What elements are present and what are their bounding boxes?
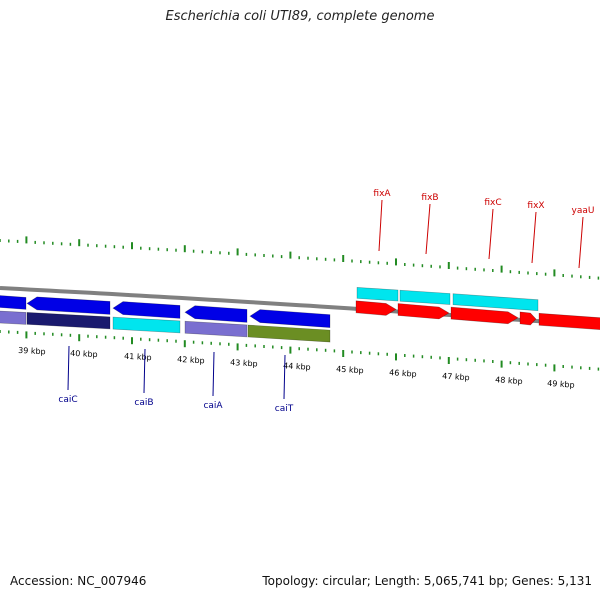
scale-label: 48 kbp (495, 375, 523, 386)
feature-caiC[interactable] (26, 312, 111, 330)
feature-red-2[interactable] (397, 303, 450, 320)
gene-label-fixC[interactable]: fixC (484, 198, 501, 208)
feature-red-3[interactable] (450, 306, 519, 325)
gene-leader-line (212, 351, 215, 397)
gene-leader-line (283, 354, 286, 400)
feature-red-5[interactable] (538, 312, 600, 330)
scale-label: 39 kbp (18, 346, 46, 356)
scale-label: 49 kbp (547, 379, 575, 390)
scale-label: 46 kbp (389, 368, 417, 379)
gene-leader-line (67, 345, 70, 391)
lower-gene-labels: caiC caiB caiA caiT (58, 345, 294, 414)
scale-labels: 39 kbp 40 kbp 41 kbp 42 kbp 43 kbp 44 kbp 45 k… (18, 346, 575, 390)
feature-fixB[interactable] (399, 289, 451, 305)
scale-label: 47 kbp (442, 372, 470, 383)
gene-label-fixX[interactable]: fixX (527, 201, 544, 211)
scale-label: 45 kbp (336, 365, 364, 376)
gene-label-caiA[interactable]: caiA (203, 401, 223, 411)
upper-gene-labels: fixA fixB fixC fixX yaaU (373, 189, 595, 269)
scale-label: 40 kbp (70, 349, 98, 359)
gene-leader-line (378, 199, 383, 252)
scale-label: 43 kbp (230, 358, 258, 369)
gene-label-caiC[interactable]: caiC (58, 395, 77, 405)
feature-fixC[interactable] (452, 293, 539, 312)
accession-text: Accession: NC_007946 (10, 574, 147, 588)
genome-summary-text: Topology: circular; Length: 5,065,741 bp… (262, 574, 592, 588)
feature-caiT[interactable] (247, 324, 331, 343)
scale-label: 42 kbp (177, 355, 205, 366)
scale-label: 41 kbp (124, 352, 152, 363)
gene-leader-line (143, 348, 146, 394)
gene-label-fixB[interactable]: fixB (421, 193, 438, 203)
feature-red-4[interactable] (519, 311, 537, 326)
feature-lavender-1[interactable] (0, 310, 27, 325)
feature-caiA[interactable] (184, 320, 248, 338)
feature-caiE[interactable] (26, 296, 111, 315)
feature-caiB[interactable] (112, 316, 181, 334)
upper-tick-ring (0, 236, 600, 280)
lower-tick-ring (0, 330, 600, 372)
feature-caiD[interactable] (112, 301, 181, 319)
feature-track (0, 287, 600, 343)
gene-leader-line (578, 216, 584, 269)
gene-label-fixA[interactable]: fixA (373, 189, 391, 199)
gene-label-yaaU[interactable]: yaaU (572, 206, 595, 216)
scale-label: 44 kbp (283, 361, 311, 372)
feature-caiB-track[interactable] (249, 309, 331, 328)
feature-red-1[interactable] (355, 300, 397, 316)
gene-label-caiB[interactable]: caiB (134, 398, 153, 408)
feature-forward-1[interactable] (0, 295, 27, 310)
feature-caiC-track[interactable] (184, 305, 248, 323)
feature-fixA[interactable] (356, 287, 399, 302)
gene-leader-line (531, 211, 537, 264)
gene-label-caiT[interactable]: caiT (275, 404, 294, 414)
gene-leader-line (425, 203, 431, 255)
map-title: Escherichia coli UTI89, complete genome (165, 9, 435, 24)
gene-leader-line (488, 208, 494, 260)
